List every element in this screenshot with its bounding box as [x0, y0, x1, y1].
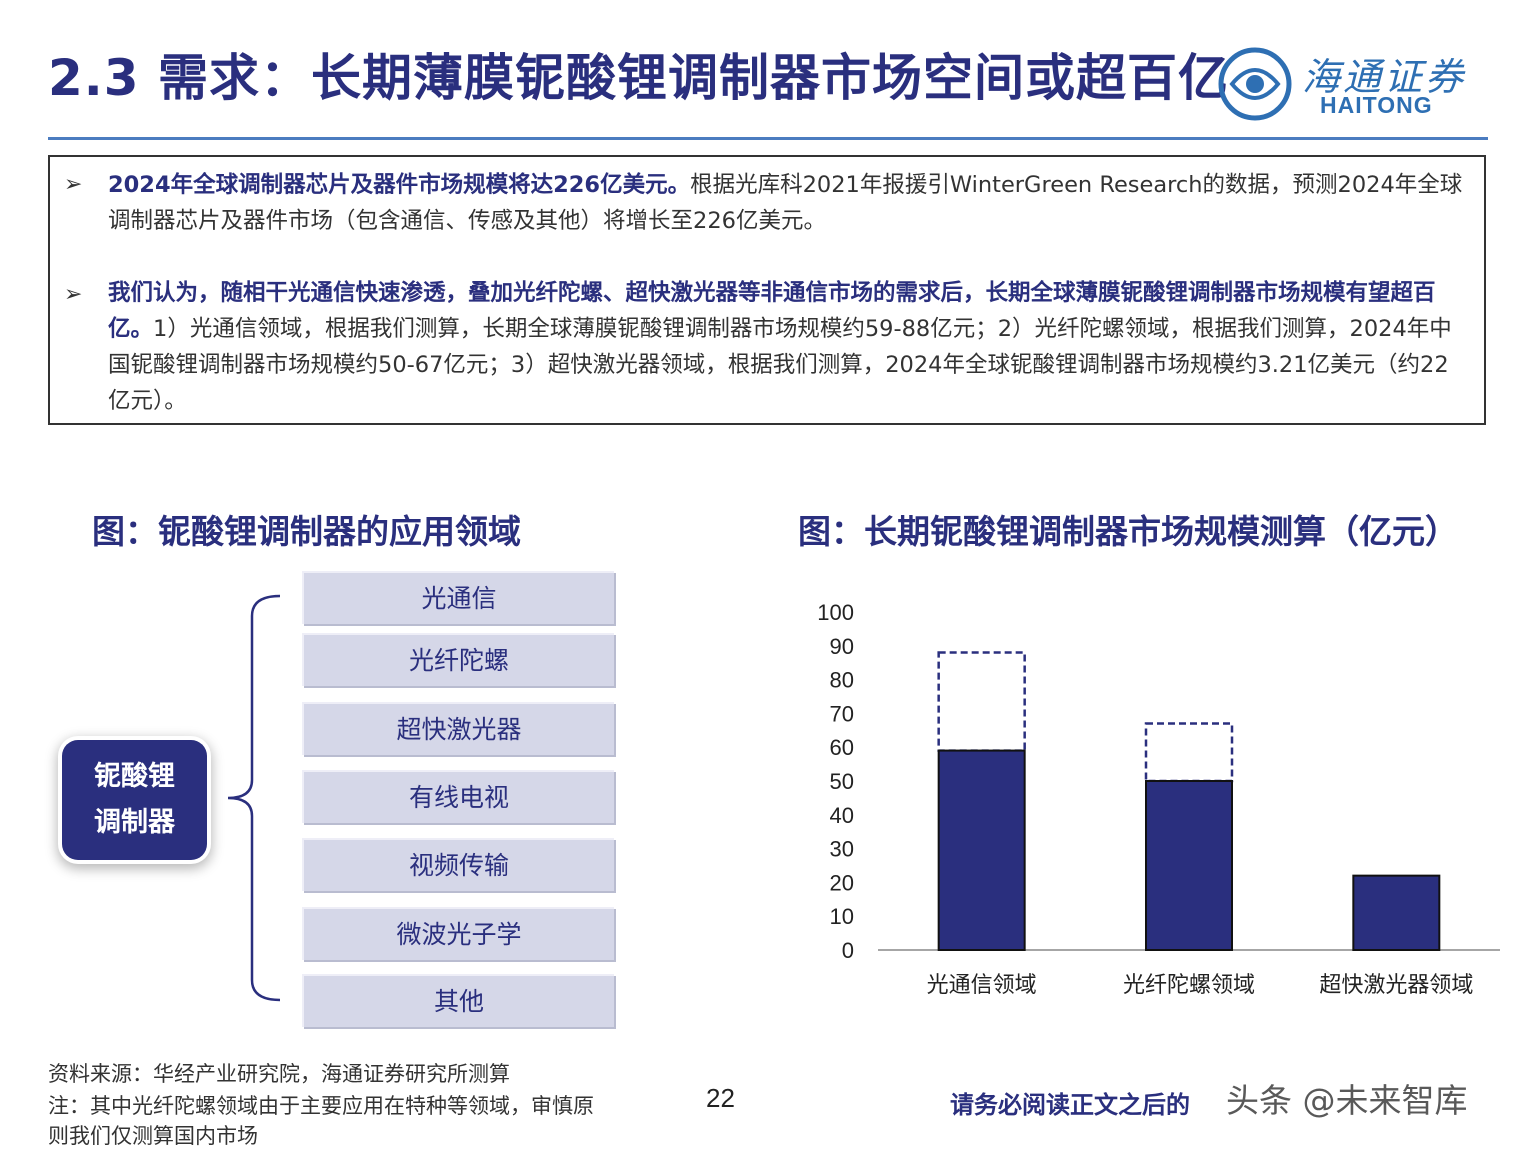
y-tick-label: 30 — [830, 837, 854, 862]
y-tick-label: 60 — [830, 735, 854, 760]
summary-1-text: 根据光库科2021年报援引WinterGreen Research的数据，预测2… — [108, 172, 1463, 234]
center-node-line-2: 调制器 — [94, 807, 175, 838]
left-figure-title: 图：铌酸锂调制器的应用领域 — [92, 512, 521, 551]
page-title: 2.3 需求：长期薄膜铌酸锂调制器市场空间或超百亿 — [48, 49, 1229, 107]
y-tick-label: 20 — [830, 870, 854, 895]
y-tick-label: 70 — [830, 701, 854, 726]
summary-paragraph-2: 我们认为，随相干光通信快速渗透，叠加光纤陀螺、超快激光器等非通信市场的需求后，长… — [108, 275, 1468, 419]
application-item: 微波光子学 — [302, 907, 614, 960]
source-note: 资料来源：华经产业研究院，海通证券研究所测算 — [48, 1062, 510, 1086]
application-item: 其他 — [302, 974, 614, 1027]
haitong-logo: 海通证券 HAITONG — [1210, 44, 1485, 124]
logo-chinese-text: 海通证券 — [1302, 55, 1467, 99]
application-item: 有线电视 — [302, 770, 614, 823]
title-divider — [48, 137, 1488, 140]
logo-english-text: HAITONG — [1320, 92, 1433, 118]
haitong-emblem-icon — [1218, 47, 1292, 121]
center-node-line-1: 铌酸锂 — [94, 761, 175, 792]
watermark: 头条 @未来智库 — [1226, 1081, 1468, 1120]
center-node: 铌酸锂 调制器 — [62, 740, 207, 860]
page-number: 22 — [706, 1083, 735, 1113]
y-tick-label: 90 — [830, 634, 854, 659]
application-item: 超快激光器 — [302, 702, 614, 755]
footnote-line-2: 则我们仅测算国内市场 — [48, 1124, 258, 1148]
application-item: 光通信 — [302, 571, 614, 624]
bracket-connector — [227, 594, 281, 1002]
market-size-chart: 0 10 20 30 40 50 60 70 80 90 100 光通信领域 光纤陀螺领域 超快激光器领域 — [817, 600, 1500, 998]
summary-2-bold: 我们认为，随相干光通信快速渗透，叠加光纤陀螺、超快激光器等非通信市场的需求后，长… — [108, 280, 1436, 342]
bar-upper-estimate — [937, 651, 1026, 752]
disclaimer-text: 请务必阅读正文之后的 — [950, 1091, 1190, 1119]
y-tick-label: 0 — [842, 938, 854, 963]
x-category-label: 超快激光器领域 — [1319, 973, 1473, 998]
application-item: 视频传输 — [302, 838, 614, 891]
y-tick-label: 40 — [830, 803, 854, 828]
summary-1-bold: 2024年全球调制器芯片及器件市场规模将达226亿美元。 — [108, 172, 691, 198]
x-category-label: 光通信领域 — [927, 973, 1037, 998]
bar-lower-estimate — [937, 749, 1026, 951]
right-figure-title: 图：长期铌酸锂调制器市场规模测算（亿元） — [798, 512, 1458, 551]
arrow-bullet-icon: ➢ — [64, 172, 83, 197]
arrow-bullet-icon: ➢ — [64, 282, 83, 307]
bar-lower-estimate — [1145, 780, 1233, 951]
summary-2-text: 1）光通信领域，根据我们测算，长期全球薄膜铌酸锂调制器市场规模约59-88亿元；… — [108, 316, 1452, 414]
x-category-label: 光纤陀螺领域 — [1123, 973, 1255, 998]
y-tick-label: 10 — [830, 904, 854, 929]
bar-upper-estimate — [1144, 722, 1234, 783]
bar-lower-estimate — [1352, 874, 1441, 952]
summary-box: ➢ 2024年全球调制器芯片及器件市场规模将达226亿美元。根据光库科2021年… — [48, 155, 1486, 425]
y-tick-label: 80 — [830, 668, 854, 693]
summary-paragraph-1: 2024年全球调制器芯片及器件市场规模将达226亿美元。根据光库科2021年报援… — [108, 167, 1468, 239]
y-tick-label: 100 — [817, 600, 854, 625]
footnote-line-1: 注：其中光纤陀螺领域由于主要应用在特种等领域，审慎原 — [48, 1094, 594, 1118]
application-item: 光纤陀螺 — [302, 633, 614, 686]
y-tick-label: 50 — [830, 769, 854, 794]
